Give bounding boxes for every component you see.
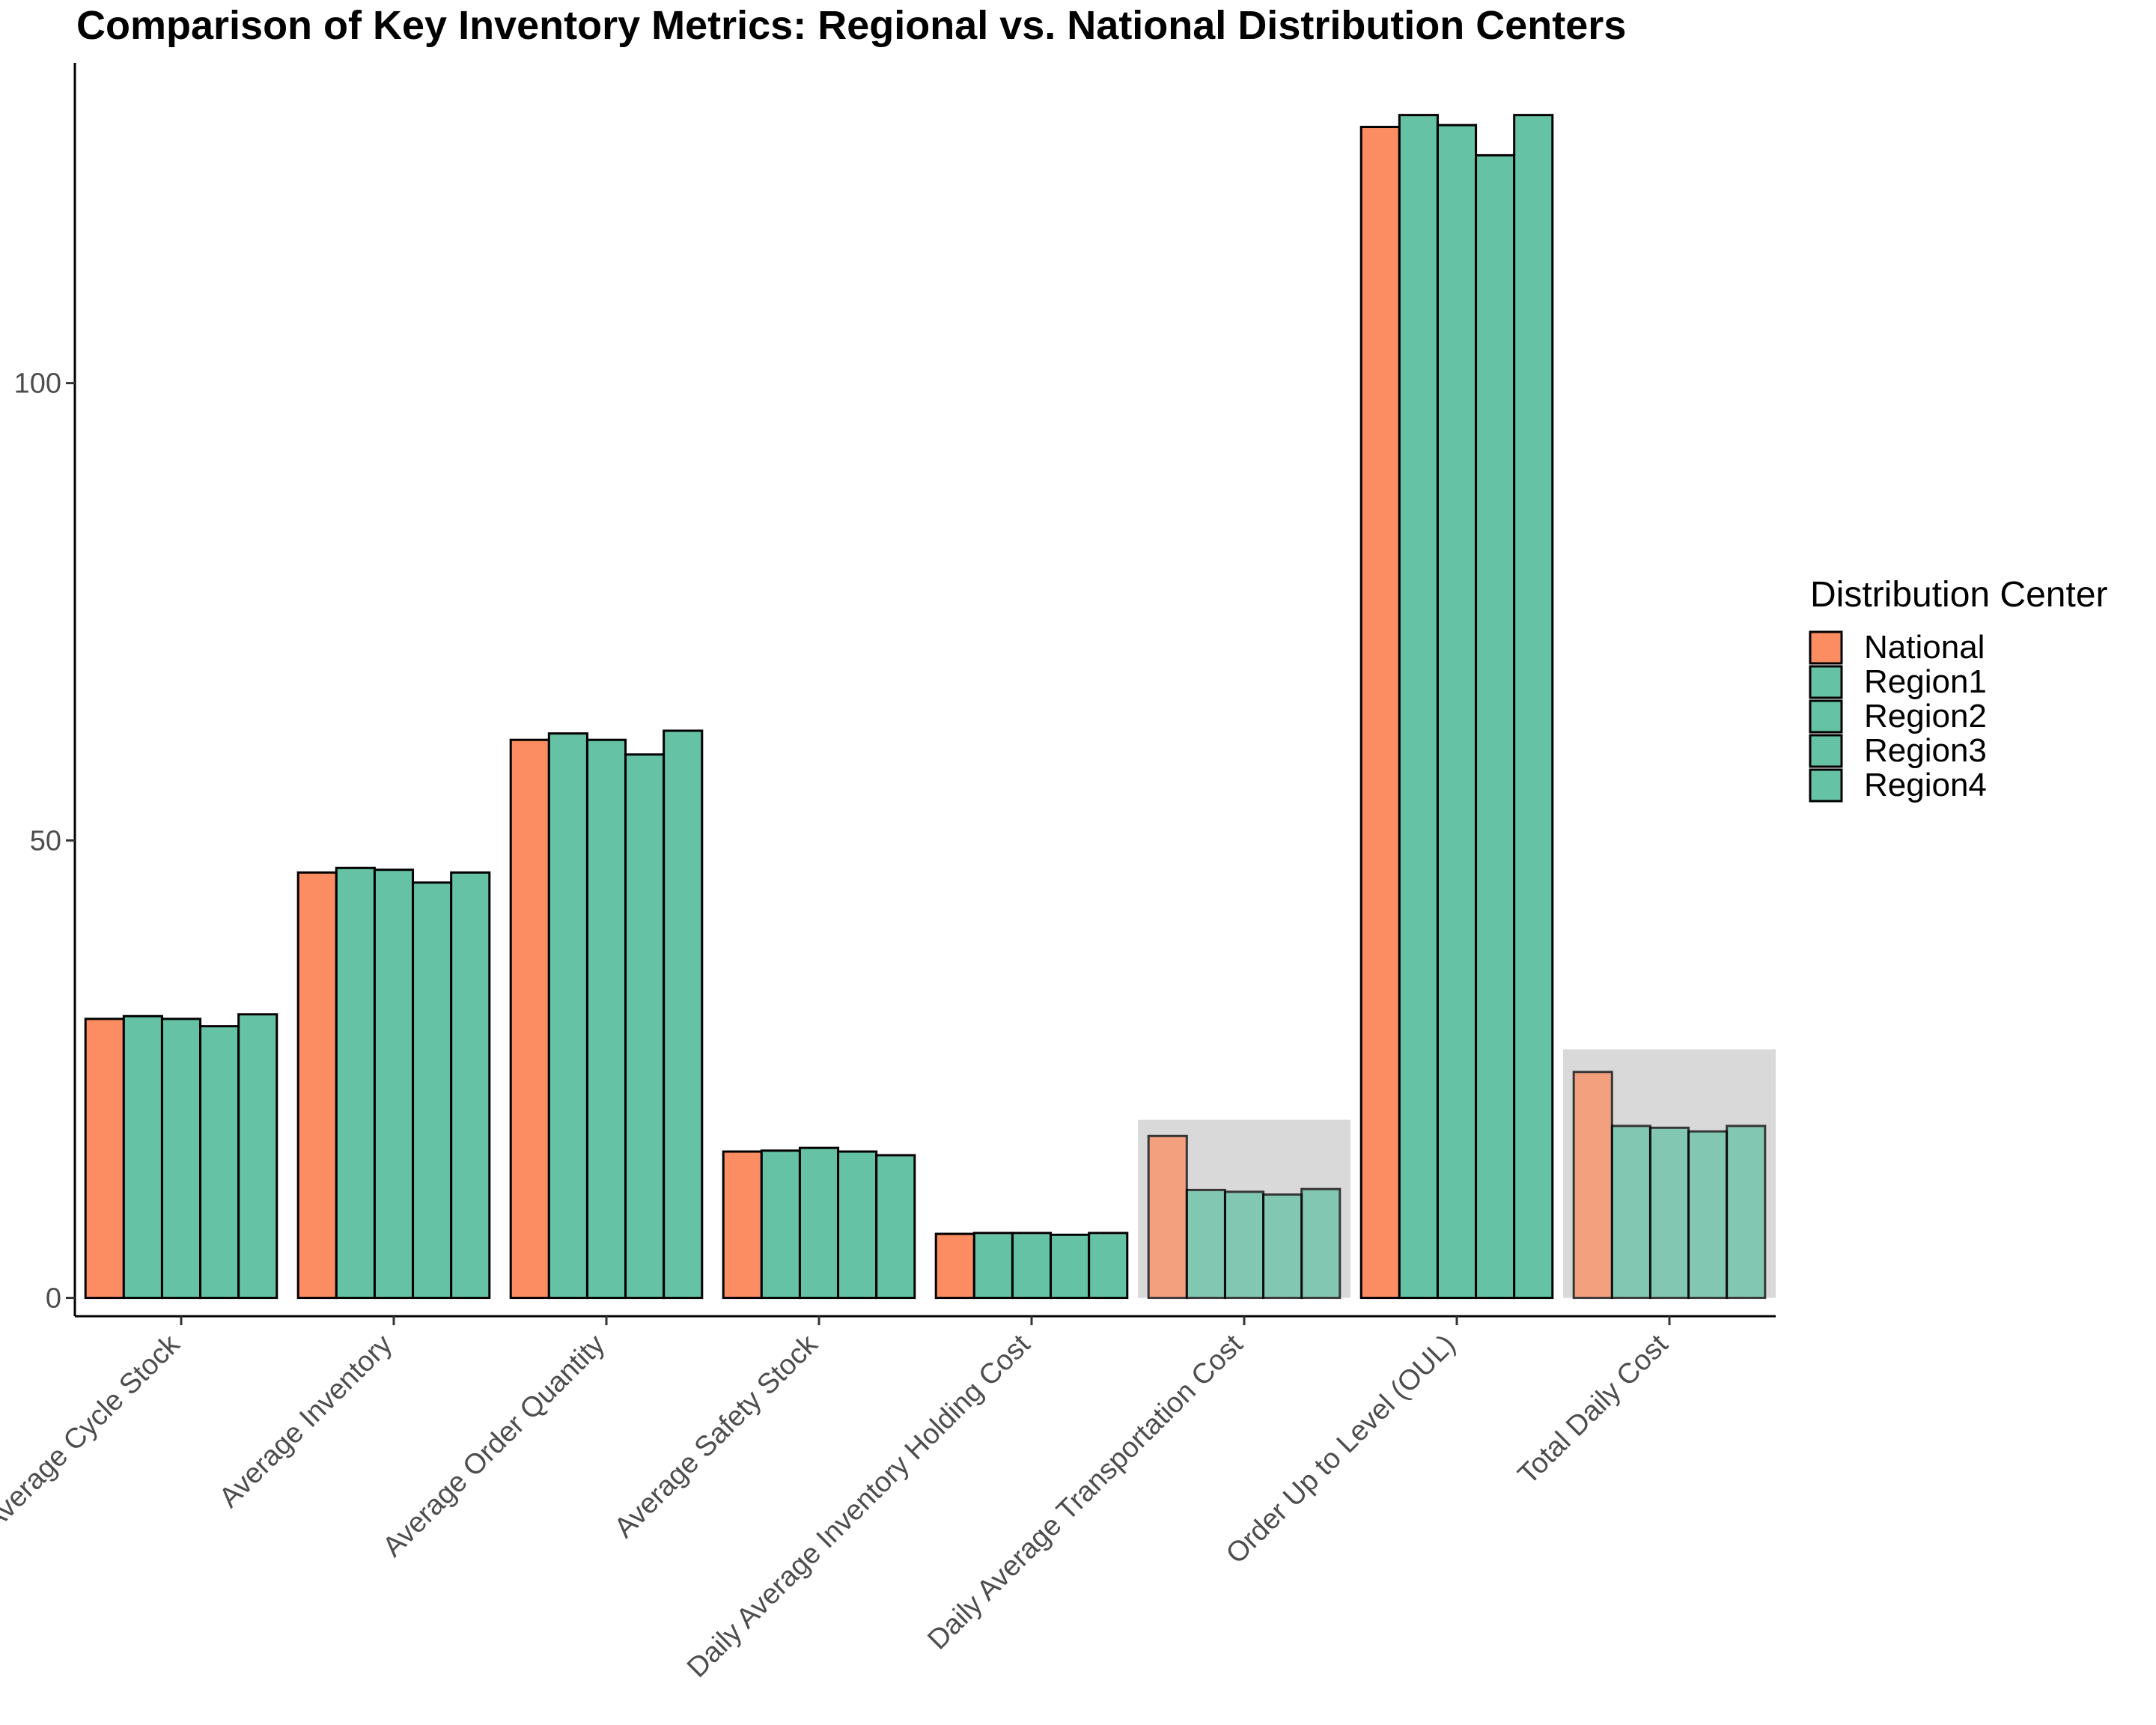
bar — [1475, 153, 1516, 1300]
bar — [722, 1150, 763, 1300]
bar — [837, 1150, 878, 1300]
legend-label: Region4 — [1864, 767, 1987, 803]
bar — [122, 1014, 163, 1300]
bar — [450, 871, 491, 1300]
bar — [547, 732, 588, 1300]
legend-key — [1809, 734, 1843, 768]
legend-label: National — [1864, 629, 1985, 666]
bar — [663, 729, 704, 1300]
bar — [296, 871, 338, 1300]
bar — [1359, 126, 1401, 1300]
bar — [1011, 1232, 1053, 1300]
legend-label: Region1 — [1864, 663, 1987, 700]
bar — [624, 753, 666, 1300]
bar — [84, 1017, 125, 1300]
bar — [875, 1154, 916, 1300]
legend-label: Region3 — [1864, 732, 1987, 769]
bar — [199, 1025, 240, 1300]
x-tick-label: Total Daily Cost — [1512, 1328, 1675, 1491]
y-axis-ticks: 0 50 100 — [14, 368, 75, 1315]
bar — [1300, 1187, 1342, 1300]
x-axis-ticks: Average Cycle Stock Average InventoryAver… — [0, 1316, 1675, 1684]
bar — [1050, 1233, 1091, 1300]
x-tick-label: Average Safety Stock — [609, 1328, 824, 1544]
bar — [1436, 124, 1478, 1300]
bar — [585, 738, 627, 1300]
bar — [237, 1013, 278, 1300]
bar — [412, 881, 453, 1300]
legend-key — [1809, 699, 1843, 734]
bar — [509, 738, 550, 1300]
bar — [798, 1146, 840, 1300]
y-tick-label: 0 — [46, 1283, 61, 1315]
legend-key — [1809, 630, 1843, 665]
bar — [1648, 1126, 1690, 1300]
bar — [373, 868, 415, 1300]
chart-title: Comparison of Key Inventory Metrics: Reg… — [76, 3, 1626, 48]
y-tick-label: 100 — [14, 368, 61, 400]
legend-key — [1809, 665, 1843, 699]
bar — [1572, 1071, 1613, 1300]
bar — [934, 1232, 975, 1300]
x-tick-label: Average Order Quantity — [377, 1329, 611, 1563]
bar — [1726, 1125, 1767, 1300]
bar — [1223, 1190, 1265, 1300]
bar — [335, 866, 376, 1300]
bar — [760, 1149, 801, 1300]
legend-title: Distribution Center — [1810, 575, 2108, 615]
bar — [1610, 1125, 1651, 1300]
bar — [1262, 1193, 1303, 1300]
x-tick-label: Order Up to Level (OUL) — [1220, 1329, 1461, 1570]
legend-key — [1809, 768, 1843, 803]
x-tick-label: Average Inventory — [213, 1329, 398, 1514]
bar — [160, 1017, 202, 1300]
bars — [84, 114, 1767, 1300]
y-tick-label: 50 — [30, 826, 61, 857]
bar — [972, 1232, 1014, 1300]
bar — [1513, 114, 1554, 1300]
bar — [1185, 1188, 1226, 1300]
bar — [1147, 1134, 1188, 1300]
x-tick-label: Daily Average Inventory Holding Cost — [681, 1328, 1037, 1684]
bar — [1398, 114, 1439, 1300]
bar — [1687, 1130, 1729, 1300]
legend: Distribution Center NationalRegion1Regio… — [1809, 575, 2108, 803]
legend-label: Region2 — [1864, 698, 1987, 734]
x-tick-label: Average Cycle Stock — [0, 1328, 186, 1537]
bar — [1088, 1232, 1129, 1300]
